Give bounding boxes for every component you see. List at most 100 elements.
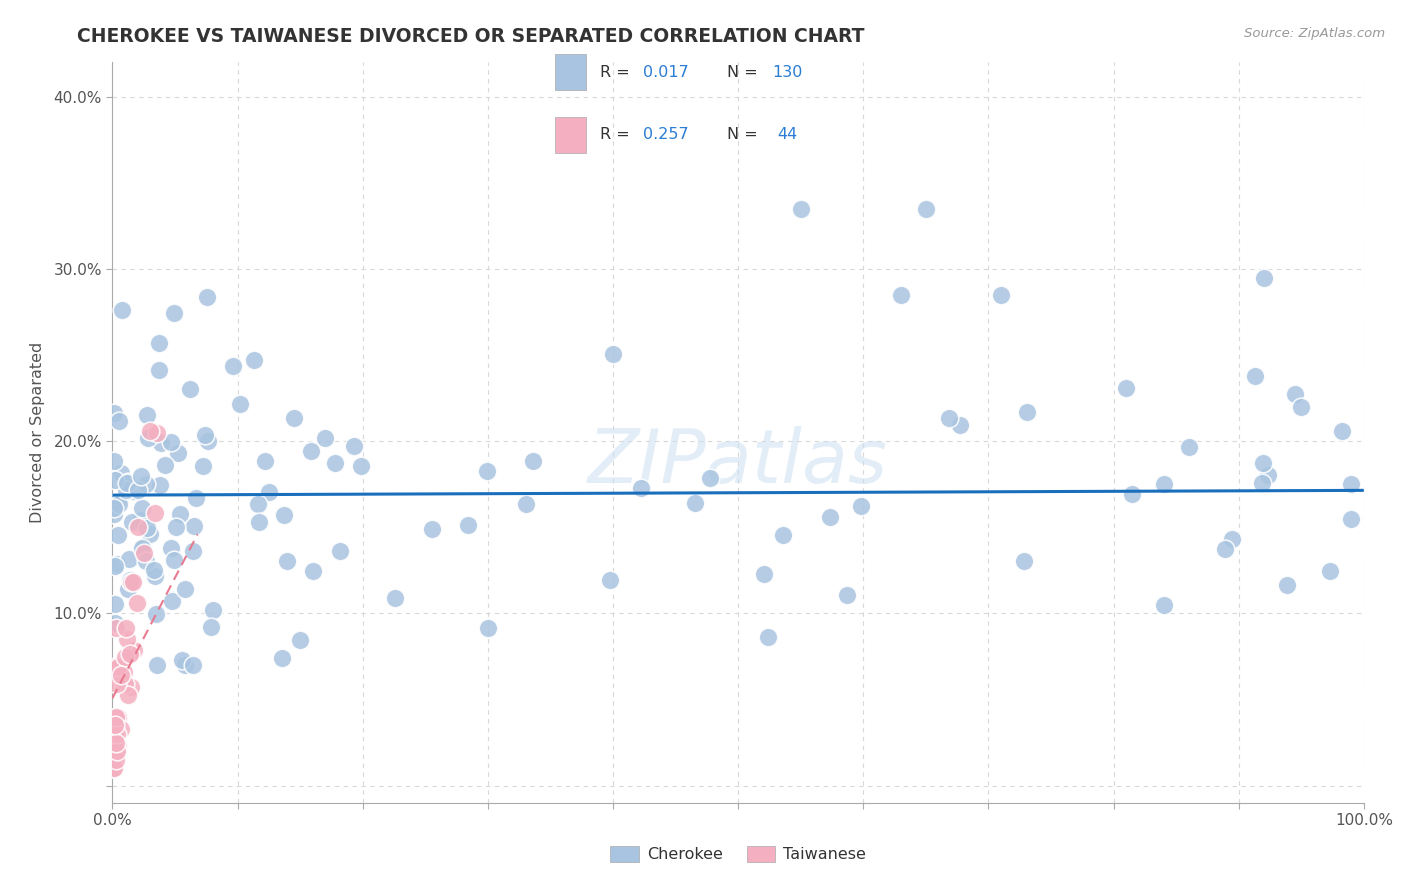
Point — [754, 567, 776, 582]
Legend: Cherokee, Taiwanese: Cherokee, Taiwanese — [603, 839, 873, 869]
Point — [302, 564, 325, 578]
Point — [299, 444, 322, 458]
Point — [120, 680, 142, 694]
Point — [1319, 564, 1341, 578]
Point — [1153, 598, 1175, 612]
Point — [111, 302, 134, 317]
Text: 0.257: 0.257 — [643, 128, 689, 143]
Point — [890, 288, 912, 302]
Point — [143, 506, 166, 520]
Point — [103, 406, 125, 420]
Point — [257, 484, 280, 499]
Point — [200, 620, 222, 634]
Point — [599, 573, 621, 587]
Point — [181, 544, 204, 558]
Point — [139, 526, 162, 541]
Point — [104, 735, 127, 749]
Text: R =: R = — [600, 128, 634, 143]
Point — [329, 543, 352, 558]
Point — [772, 527, 794, 541]
Point — [103, 507, 125, 521]
Point — [121, 515, 143, 529]
Point — [118, 648, 141, 662]
Point — [323, 456, 346, 470]
Point — [194, 428, 217, 442]
Y-axis label: Divorced or Separated: Divorced or Separated — [31, 342, 45, 524]
Point — [103, 711, 125, 725]
Text: N =: N = — [727, 128, 763, 143]
Point — [103, 761, 125, 775]
Point — [165, 520, 187, 534]
Point — [104, 473, 127, 487]
Point — [630, 481, 652, 495]
Point — [114, 676, 136, 690]
Point — [160, 541, 183, 555]
Text: ZIPatlas: ZIPatlas — [588, 426, 889, 499]
Point — [143, 569, 166, 583]
Point — [915, 202, 938, 216]
Point — [153, 458, 176, 473]
Point — [1284, 386, 1306, 401]
Point — [169, 507, 191, 521]
Point — [191, 458, 214, 473]
Point — [183, 519, 205, 533]
Point — [117, 688, 139, 702]
Point — [314, 431, 336, 445]
Point — [110, 723, 132, 737]
Point — [115, 632, 138, 647]
Point — [105, 677, 128, 691]
Text: N =: N = — [727, 65, 763, 79]
Point — [110, 668, 132, 682]
Point — [136, 408, 159, 422]
Point — [103, 453, 125, 467]
Text: CHEROKEE VS TAIWANESE DIVORCED OR SEPARATED CORRELATION CHART: CHEROKEE VS TAIWANESE DIVORCED OR SEPARA… — [77, 27, 865, 45]
Point — [1115, 381, 1137, 395]
Point — [115, 483, 138, 497]
Point — [131, 541, 153, 555]
FancyBboxPatch shape — [555, 54, 586, 90]
Point — [174, 582, 197, 596]
Point — [522, 454, 544, 468]
Point — [122, 643, 145, 657]
Point — [163, 306, 186, 320]
Point — [104, 621, 127, 635]
Text: 44: 44 — [778, 128, 797, 143]
Point — [108, 497, 131, 511]
Point — [273, 508, 295, 523]
Point — [184, 491, 207, 506]
Point — [104, 615, 127, 630]
Point — [342, 439, 364, 453]
Point — [105, 735, 128, 749]
Point — [270, 650, 292, 665]
Point — [105, 744, 128, 758]
Point — [129, 468, 152, 483]
Point — [107, 527, 129, 541]
Point — [112, 665, 135, 680]
Point — [127, 483, 149, 498]
Point — [990, 288, 1012, 302]
Point — [1330, 425, 1353, 439]
Point — [162, 553, 184, 567]
Point — [1243, 369, 1265, 384]
Point — [1121, 487, 1143, 501]
Point — [197, 434, 219, 448]
Point — [107, 739, 129, 753]
Point — [103, 721, 125, 735]
Point — [1213, 541, 1236, 556]
Point — [254, 453, 277, 467]
Point — [118, 552, 141, 566]
Point — [107, 414, 129, 428]
Point — [172, 653, 194, 667]
Point — [1015, 405, 1038, 419]
Point — [288, 633, 311, 648]
Point — [160, 594, 183, 608]
Point — [125, 596, 148, 610]
Point — [790, 202, 813, 216]
Point — [837, 588, 859, 602]
Point — [118, 574, 141, 588]
Point — [103, 761, 125, 775]
Text: Source: ZipAtlas.com: Source: ZipAtlas.com — [1244, 27, 1385, 40]
Point — [283, 411, 305, 425]
Point — [849, 499, 872, 513]
Point — [122, 484, 145, 499]
